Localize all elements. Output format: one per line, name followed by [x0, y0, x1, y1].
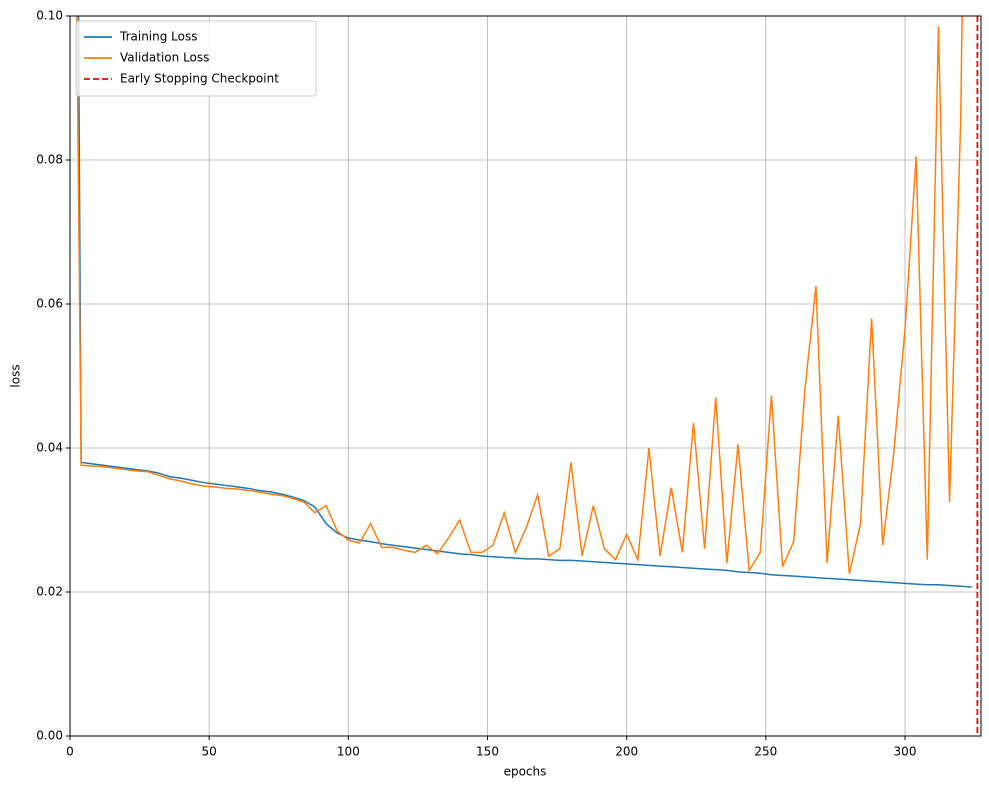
legend-label: Early Stopping Checkpoint — [120, 72, 279, 86]
y-tick-label: 0.04 — [36, 441, 63, 455]
y-tick-label: 0.08 — [36, 153, 63, 167]
y-tick-label: 0.00 — [36, 729, 63, 743]
x-tick-label: 0 — [66, 745, 74, 759]
x-tick-label: 300 — [894, 745, 917, 759]
legend-label: Training Loss — [119, 30, 197, 44]
line-series — [77, 16, 972, 588]
x-axis-label: epochs — [504, 765, 547, 779]
plot-frame — [69, 15, 982, 737]
x-tick-label: 250 — [754, 745, 777, 759]
line-series — [76, 16, 963, 575]
legend-box — [75, 20, 317, 97]
x-tick-label: 200 — [615, 745, 638, 759]
y-axis-label: loss — [9, 364, 23, 387]
x-tick-label: 100 — [337, 745, 360, 759]
y-tick-label: 0.06 — [36, 297, 63, 311]
y-tick-label: 0.02 — [36, 585, 63, 599]
y-tick-label: 0.10 — [36, 9, 63, 23]
x-tick-label: 150 — [476, 745, 499, 759]
plot-area — [76, 16, 979, 736]
legend-label: Validation Loss — [120, 51, 209, 65]
x-tick-label: 50 — [202, 745, 217, 759]
